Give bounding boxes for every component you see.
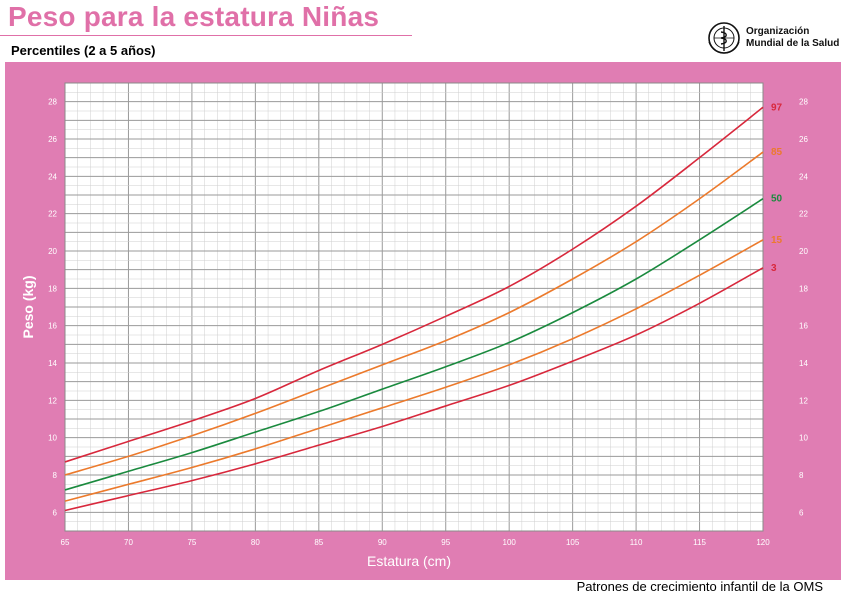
who-emblem-icon [708, 22, 740, 54]
y-tick-label-right: 6 [799, 508, 804, 517]
y-tick-label-left: 16 [48, 322, 57, 331]
series-label-p97: 97 [771, 102, 783, 113]
y-axis-label: Peso (kg) [20, 275, 36, 338]
y-tick-label-left: 26 [48, 135, 57, 144]
series-label-p15: 15 [771, 235, 783, 246]
y-tick-label-right: 26 [799, 135, 808, 144]
y-tick-label-left: 10 [48, 434, 57, 443]
y-tick-label-right: 18 [799, 284, 808, 293]
series-line-p50 [64, 198, 764, 491]
x-tick-label: 110 [630, 538, 643, 547]
series-label-p50: 50 [771, 194, 783, 205]
y-tick-label-right: 8 [799, 471, 804, 480]
title-divider [0, 35, 412, 36]
y-tick-label-left: 12 [48, 396, 57, 405]
series-label-p3: 3 [771, 263, 777, 274]
y-tick-label-right: 24 [799, 172, 808, 181]
y-tick-label-right: 16 [799, 322, 808, 331]
y-tick-label-right: 14 [799, 359, 808, 368]
series-line-p3 [64, 267, 764, 512]
y-tick-label-right: 20 [799, 247, 808, 256]
x-tick-label: 90 [378, 538, 387, 547]
series-line-p15 [64, 239, 764, 502]
who-logo: Organización Mundial de la Salud [706, 20, 840, 56]
y-tick-label-right: 12 [799, 396, 808, 405]
x-tick-label: 115 [693, 538, 706, 547]
x-tick-label: 105 [566, 538, 580, 547]
growth-chart: 65 70 75 80 85 90 95 100 105 110 115 120 6 6 8 8 10 10 12 1… [20, 82, 808, 569]
y-tick-label-left: 24 [48, 172, 57, 181]
org-name: Organización Mundial de la Salud [746, 26, 839, 50]
series-line-p97 [64, 106, 764, 463]
x-axis-label: Estatura (cm) [367, 553, 451, 569]
tick-labels: 65 70 75 80 85 90 95 100 105 110 115 120 6 6 8 8 10 10 12 1… [48, 98, 808, 547]
x-tick-label: 80 [251, 538, 260, 547]
y-tick-label-left: 28 [48, 98, 57, 107]
y-tick-label-left: 18 [48, 284, 57, 293]
x-tick-label: 100 [503, 538, 517, 547]
y-tick-label-right: 10 [799, 434, 808, 443]
footer-credit: Patrones de crecimiento infantil de la O… [576, 579, 823, 594]
series-line-p85 [64, 151, 764, 476]
grid [64, 82, 764, 532]
series-lines [64, 106, 764, 512]
y-tick-label-left: 14 [48, 359, 57, 368]
org-name-line2: Mundial de la Salud [746, 38, 840, 49]
chart-frame: 65 70 75 80 85 90 95 100 105 110 115 120 6 6 8 8 10 10 12 1… [5, 62, 841, 580]
plot-border [64, 82, 764, 532]
y-tick-label-left: 6 [53, 508, 58, 517]
x-tick-label: 75 [187, 538, 196, 547]
x-tick-label: 70 [124, 538, 133, 547]
series-label-p85: 85 [771, 147, 783, 158]
x-tick-label: 120 [756, 538, 770, 547]
x-tick-label: 65 [61, 538, 70, 547]
y-tick-label-left: 8 [53, 471, 58, 480]
page-title: Peso para la estatura Niñas [8, 1, 380, 32]
y-tick-label-left: 20 [48, 247, 57, 256]
y-tick-label-right: 22 [799, 210, 808, 219]
x-tick-label: 95 [441, 538, 450, 547]
org-name-line1: Organización [746, 26, 810, 37]
x-tick-label: 85 [314, 538, 323, 547]
y-tick-label-right: 28 [799, 98, 808, 107]
chart-subtitle: Percentiles (2 a 5 años) [11, 43, 156, 58]
y-tick-label-left: 22 [48, 210, 57, 219]
